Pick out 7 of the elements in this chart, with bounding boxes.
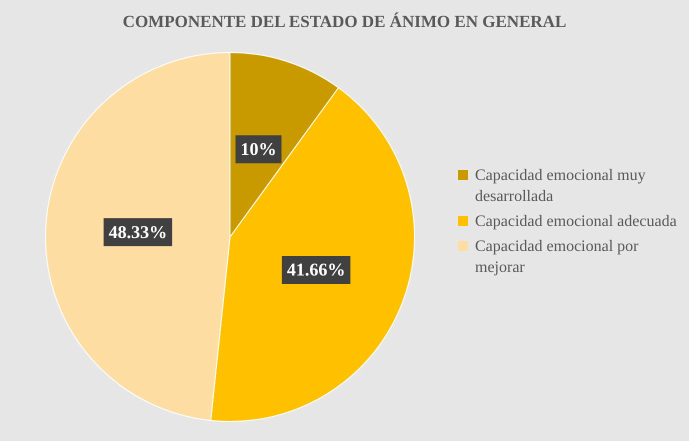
legend-label: Capacidad emocional muy desarrollada: [475, 166, 647, 207]
chart-title: COMPONENTE DEL ESTADO DE ÁNIMO EN GENERAL: [122, 12, 568, 32]
data-label: 48.33%: [108, 222, 168, 242]
data-label: 41.66%: [286, 260, 346, 280]
legend-label: Capacidad emocional por mejorar: [475, 237, 640, 278]
data-label: 10%: [240, 138, 277, 159]
legend-label: Capacidad emocional adecuada: [475, 212, 677, 232]
